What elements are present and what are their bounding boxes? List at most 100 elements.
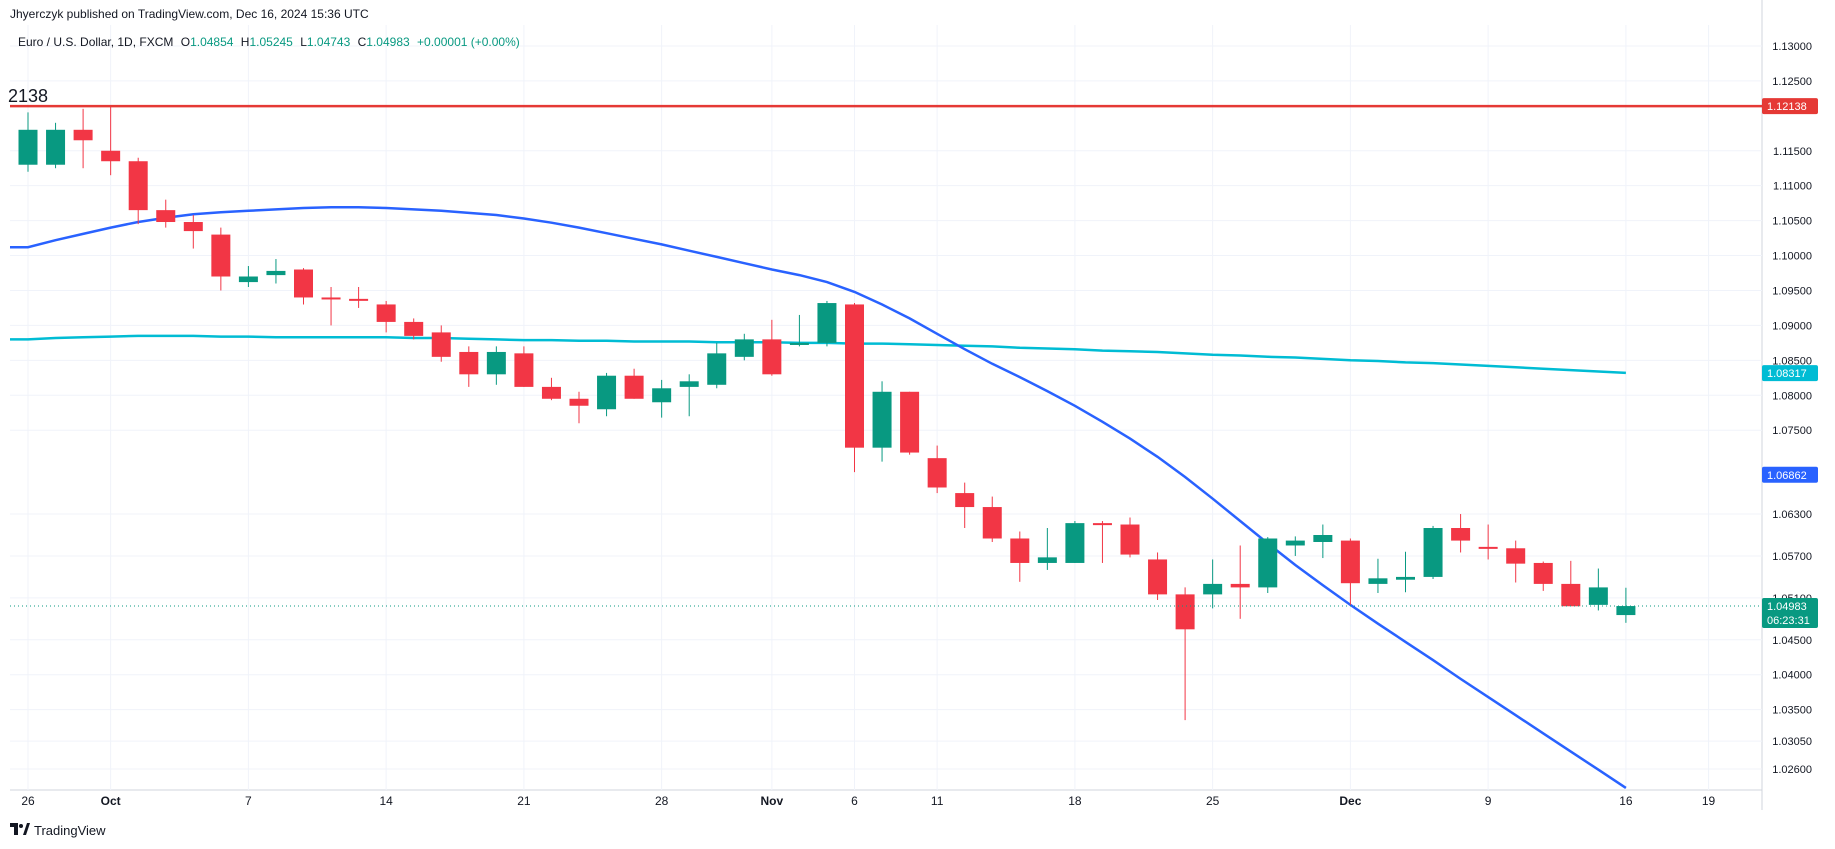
candle[interactable] [1065,521,1085,563]
candle-body[interactable] [1506,548,1526,564]
candle-body[interactable] [900,391,920,453]
candle-body[interactable] [1037,557,1057,563]
candle[interactable] [266,259,286,284]
candle-body[interactable] [431,332,451,357]
candle[interactable] [1478,524,1498,560]
candle[interactable] [1203,559,1223,609]
candle[interactable] [211,227,231,291]
candle[interactable] [431,325,451,362]
candle[interactable] [734,333,754,361]
candle-body[interactable] [569,398,589,406]
candle[interactable] [514,346,534,387]
candle[interactable] [156,199,176,228]
candle[interactable] [1396,551,1415,593]
candle-body[interactable] [652,388,672,403]
candle-body[interactable] [183,222,203,232]
candle-body[interactable] [486,351,506,375]
candle[interactable] [321,286,341,326]
candle[interactable] [789,314,809,347]
candle[interactable] [1010,531,1030,582]
tradingview-logo-icon[interactable] [10,823,30,838]
candle-body[interactable] [1313,535,1333,542]
candle-body[interactable] [1451,528,1471,541]
candle[interactable] [1037,528,1057,570]
candle[interactable] [541,377,561,401]
candle[interactable] [1368,558,1388,593]
candle[interactable] [459,346,479,387]
candle-body[interactable] [1340,540,1360,584]
footer[interactable]: TradingView [10,823,106,838]
current-price-tag[interactable]: 1.04983 06:23:31 [1762,598,1818,629]
candles[interactable] [18,105,1636,721]
candle-body[interactable] [679,381,699,387]
candle[interactable] [652,379,672,418]
candle[interactable] [1285,536,1305,556]
candle[interactable] [1340,538,1360,605]
candle[interactable] [1506,540,1526,583]
candle-body[interactable] [762,339,782,375]
ma-slow-price-tag[interactable]: 1.08317 [1762,365,1818,382]
candle[interactable] [238,266,258,287]
candle-body[interactable] [817,303,837,343]
candle-body[interactable] [238,276,258,283]
candle-body[interactable] [1258,538,1278,588]
candle[interactable] [294,268,313,305]
candle[interactable] [762,319,782,376]
candle[interactable] [101,105,121,176]
candle-body[interactable] [1230,583,1250,588]
candle[interactable] [955,482,975,529]
candle[interactable] [872,381,892,462]
candle-body[interactable] [1616,606,1636,616]
candle-body[interactable] [349,298,369,301]
candle[interactable] [1258,537,1278,593]
time-axis[interactable]: 26 Oct 7 14 21 28 Nov 6 11 18 25 Dec 9 16 19 [21,794,1715,808]
candle[interactable] [927,445,947,494]
candle[interactable] [597,372,617,417]
candle-body[interactable] [1588,587,1608,605]
candle[interactable] [128,157,148,225]
candle[interactable] [1588,568,1608,611]
candle-body[interactable] [101,150,121,162]
candle-body[interactable] [1561,583,1581,607]
candle[interactable] [1230,545,1250,619]
candle-body[interactable] [514,353,534,387]
candle-body[interactable] [1065,523,1085,563]
candle-body[interactable] [624,375,644,399]
candle[interactable] [183,215,203,249]
candle[interactable] [404,318,424,340]
candle[interactable] [1533,561,1553,591]
candle[interactable] [1148,552,1168,600]
level-price-tag[interactable]: 1.12138 [1762,98,1818,115]
candle-body[interactable] [597,375,617,410]
candle-body[interactable] [46,129,66,165]
candle[interactable] [46,122,66,169]
candle[interactable] [1423,525,1443,580]
candle[interactable] [624,368,644,399]
candle[interactable] [707,342,727,389]
candle-body[interactable] [128,161,148,211]
candle-body[interactable] [872,391,892,448]
candle-body[interactable] [789,342,809,345]
candle-body[interactable] [1120,524,1140,555]
candle[interactable] [900,391,920,455]
candle-body[interactable] [404,321,424,336]
candle[interactable] [679,374,699,417]
candle[interactable] [18,112,38,172]
candle-body[interactable] [376,304,396,322]
candle-body[interactable] [982,507,1002,539]
candle-body[interactable] [1368,578,1388,584]
candle-body[interactable] [955,493,975,508]
ma-fast-price-tag[interactable]: 1.06862 [1762,466,1818,483]
candle-body[interactable] [459,351,479,375]
candle[interactable] [1313,524,1333,559]
candle-body[interactable] [156,210,176,223]
candle[interactable] [1616,587,1636,623]
candle-body[interactable] [211,234,231,277]
candle[interactable] [73,108,93,169]
candle-body[interactable] [1010,538,1030,563]
candle[interactable] [376,300,396,333]
candle-body[interactable] [321,297,341,300]
candle-body[interactable] [845,304,864,448]
candle-body[interactable] [1092,523,1112,526]
